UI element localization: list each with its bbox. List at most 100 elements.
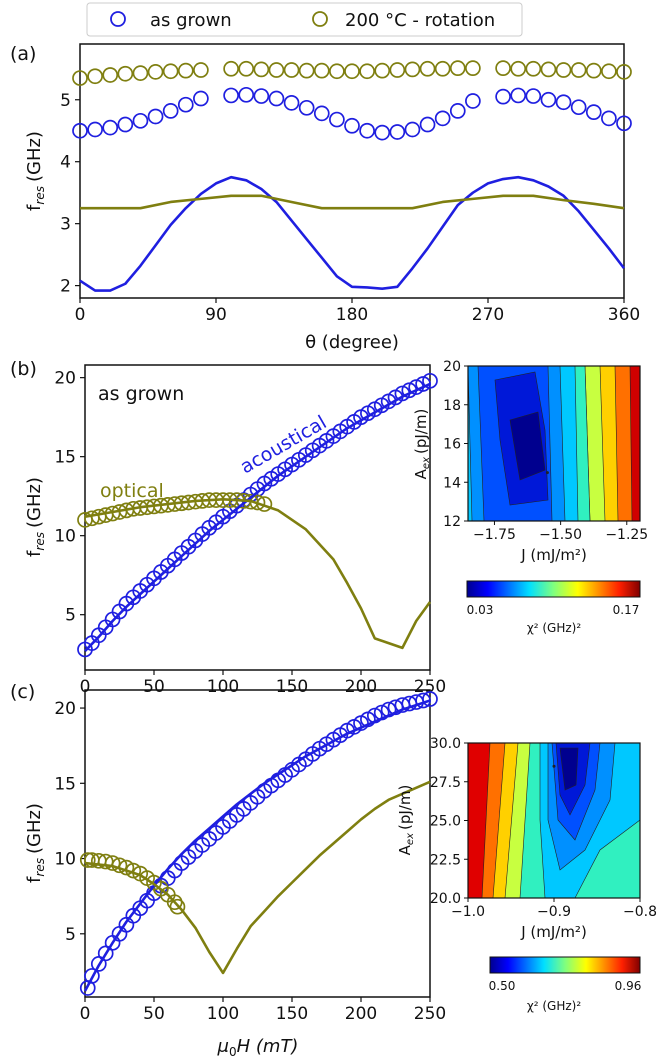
- data-point-blue: [419, 116, 436, 133]
- data-point-olive: [359, 63, 375, 80]
- y-tick-label: 5: [65, 925, 76, 945]
- data-point-blue: [540, 91, 557, 108]
- legend: as grown 200 °C - rotation: [86, 2, 523, 37]
- data-point-blue: [434, 110, 451, 127]
- data-point-olive: [238, 60, 255, 77]
- x-tick-label: 50: [143, 1004, 165, 1024]
- panel-b-title: as grown: [98, 383, 184, 405]
- legend-label-rotation: 200 °C - rotation: [345, 10, 495, 31]
- y-tick-label: 15: [54, 774, 76, 794]
- colorbar-c-min: 0.50: [489, 979, 516, 993]
- inset-x-tick-label: −0.9: [537, 904, 571, 920]
- data-point-olive: [616, 64, 632, 80]
- panel-b-axes: 0 50 100 150 200 250 5 10 15 20: [54, 369, 446, 697]
- data-point-olive: [510, 60, 527, 77]
- inset-y-tick-label: 20: [443, 359, 461, 375]
- panel-c: (c) 0 50 100 150 200 250 5 10 15 20 fres(GHz) μ0H…: [10, 681, 446, 1059]
- data-point-olive: [601, 63, 617, 80]
- data-point-blue: [177, 96, 194, 113]
- colorbar-b-min: 0.03: [467, 603, 494, 617]
- y-tick-label: 20: [54, 699, 76, 719]
- data-point-blue: [404, 121, 421, 138]
- inset-y-tick-label: 20.0: [430, 891, 461, 907]
- heatmap-minimum-marker: [545, 471, 549, 475]
- inset-y-tick-label: 18: [443, 398, 461, 414]
- data-point-blue: [72, 122, 88, 139]
- data-point-blue: [253, 88, 270, 104]
- data-point-olive: [132, 65, 149, 81]
- panel-a-ylabel: fres(GHz): [24, 131, 47, 211]
- x-tick-label: 100: [207, 1004, 239, 1024]
- annotation-optical: optical: [100, 480, 164, 502]
- data-point-olive: [465, 60, 481, 77]
- data-point-blue: [84, 968, 100, 984]
- data-point-blue: [422, 372, 438, 389]
- panel-b-ylabel: fres(GHz): [24, 477, 47, 557]
- data-point-olive: [570, 62, 587, 78]
- inset-y-tick-label: 30.0: [430, 736, 461, 752]
- data-point-blue: [495, 88, 511, 105]
- inset-x-tick-label: −0.8: [623, 904, 657, 920]
- data-point-olive: [79, 852, 96, 868]
- inset-y-tick-label: 27.5: [430, 775, 461, 791]
- data-point-olive: [313, 62, 330, 79]
- data-point-blue: [510, 87, 527, 104]
- y-tick-label: 15: [54, 448, 76, 468]
- series-line-olive: [84, 498, 432, 650]
- inset-y-tick-label: 14: [443, 475, 461, 491]
- colorbar-b: [466, 580, 641, 598]
- inset-y-tick-label: 22.5: [430, 852, 461, 868]
- panel-a-xlabel: θ (degree): [305, 332, 399, 353]
- data-point-olive: [177, 62, 194, 79]
- data-point-olive: [253, 61, 270, 78]
- data-point-blue: [344, 117, 360, 134]
- data-point-olive: [117, 65, 134, 82]
- y-tick-label: 5: [60, 91, 71, 111]
- data-point-blue: [555, 94, 572, 111]
- series-line-blue: [79, 175, 626, 292]
- data-point-blue: [238, 86, 255, 103]
- data-point-blue: [132, 112, 149, 129]
- colorbar-c-max: 0.96: [615, 979, 642, 993]
- inset-y-tick-label: 25.0: [430, 814, 461, 830]
- y-tick-label: 2: [60, 277, 71, 297]
- data-point-blue: [313, 105, 330, 122]
- legend-label-as-grown: as grown: [150, 10, 232, 31]
- legend-frame: [86, 2, 523, 37]
- data-point-blue: [389, 124, 406, 140]
- x-tick-label: 270: [472, 305, 504, 325]
- panel-c-xlabel: μ0H (mT): [217, 1036, 299, 1059]
- x-tick-label: 250: [414, 677, 446, 697]
- inset-c-contours: [468, 743, 640, 898]
- panel-b-label: (b): [10, 358, 37, 380]
- inset-c-xlabel: J (mJ/m²): [520, 923, 587, 941]
- x-tick-label: 90: [205, 305, 227, 325]
- inset-x-tick-label: −1.75: [473, 527, 516, 543]
- data-point-olive: [525, 60, 542, 77]
- x-tick-label: 200: [345, 1004, 377, 1024]
- series-line-olive: [84, 780, 431, 975]
- data-point-blue: [415, 692, 431, 709]
- inset-y-tick-label: 12: [443, 514, 461, 530]
- panel-c-frame: [84, 689, 431, 998]
- x-tick-label: 150: [276, 677, 308, 697]
- data-point-olive: [223, 60, 239, 77]
- data-point-blue: [422, 691, 438, 707]
- series-line-blue: [84, 382, 431, 652]
- panel-c-ylabel: fres(GHz): [24, 803, 47, 883]
- data-point-olive: [389, 62, 406, 78]
- data-point-olive: [162, 63, 179, 80]
- panel-a-axes: 0 90 180 270 360 2 3 4 5: [60, 60, 640, 325]
- x-tick-label: 50: [143, 677, 165, 697]
- series-line-olive: [80, 194, 625, 210]
- data-point-olive: [102, 67, 119, 83]
- y-tick-label: 10: [54, 850, 76, 870]
- data-point-olive: [72, 70, 88, 86]
- y-tick-label: 3: [60, 215, 71, 235]
- heatmap-minimum-marker: [552, 764, 556, 768]
- data-point-olive: [283, 62, 300, 78]
- legend-marker-as-grown: [110, 11, 126, 27]
- x-tick-label: 360: [608, 305, 640, 325]
- panel-a-label: (a): [10, 43, 36, 65]
